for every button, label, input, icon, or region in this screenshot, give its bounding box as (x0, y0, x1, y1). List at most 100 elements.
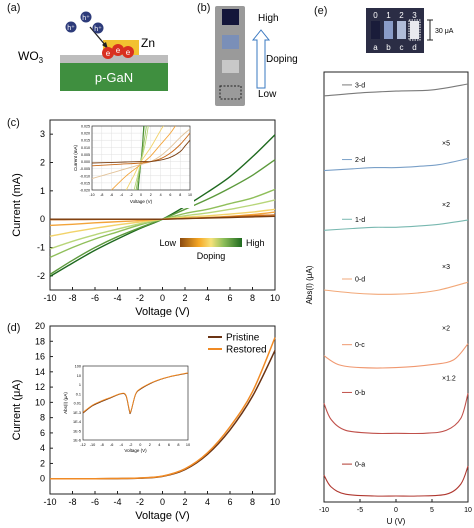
panel-e: (e) -10 -5 0 5 10 U (V) Abs(I) (μA) 3-d 2-d ×5 1-d… (300, 0, 474, 528)
y-axis-label: Current (μA) (11, 380, 23, 441)
inset-y-tick-label: 0.010 (81, 146, 90, 150)
x-tick-label: 0 (160, 497, 165, 507)
x-tick-label: -4 (113, 293, 121, 303)
inset-x-axis-label: Voltage (V) (130, 199, 153, 204)
inset-x-tick-label: -4 (120, 193, 123, 197)
x-tick-label: 8 (250, 497, 255, 507)
x-tick-label: -2 (136, 497, 144, 507)
x-tick-label: -2 (136, 293, 144, 303)
x-axis-label: Voltage (V) (135, 510, 189, 522)
electron-1 (102, 47, 114, 59)
legend-label: Restored (226, 345, 267, 356)
doping-low-label: Low (258, 89, 277, 100)
inset-x-tick-label: 2 (149, 443, 151, 447)
inset-sample (384, 21, 393, 39)
inset-series-line (82, 372, 189, 414)
multiplier-label: ×5 (442, 141, 450, 148)
x-tick-label: -8 (68, 497, 76, 507)
series-label: 0-a (355, 462, 365, 469)
inset-x-tick-label: -6 (110, 443, 113, 447)
y-tick-label: 6 (40, 428, 45, 438)
inset-x-tick-label: 10 (188, 193, 192, 197)
photon-arrow (89, 26, 107, 47)
series-line (323, 83, 469, 97)
wo3-label: WO3 (18, 49, 44, 65)
inset-y-tick-label: 0.025 (81, 125, 90, 129)
x-tick-label: 8 (250, 293, 255, 303)
inset-series-line (91, 139, 191, 164)
inset-y-tick-label: -0.005 (80, 167, 90, 171)
hole-label-2: h⁺ (82, 15, 90, 22)
y-tick-label: 14 (35, 367, 45, 377)
legend-label: Pristine (226, 333, 260, 344)
sample-mid (222, 35, 239, 49)
sample-high (222, 9, 239, 25)
multiplier-label: ×3 (442, 264, 450, 271)
y-tick-label: -2 (37, 271, 45, 281)
sample-blank (219, 85, 242, 100)
y-tick-label: 18 (35, 336, 45, 346)
colorbar-title: Doping (197, 251, 226, 261)
x-tick-label: -10 (319, 507, 329, 514)
panel-label-b: (b) (197, 2, 211, 14)
sample-strip (215, 6, 245, 106)
x-tick-label: 6 (227, 497, 232, 507)
y-tick-label: 20 (35, 321, 45, 331)
device-schematic: h⁺ h⁺ h⁺ e e e Zn WO3 p-GaN (18, 11, 168, 91)
inset-label-top: 3 (412, 11, 417, 20)
y-tick-label: 2 (40, 458, 45, 468)
inset-x-tick-label: -8 (100, 193, 103, 197)
inset-y-tick-label: 100 (75, 365, 81, 369)
x-tick-label: -6 (91, 293, 99, 303)
x-tick-label: 2 (182, 293, 187, 303)
multiplier-label: ×2 (442, 202, 450, 209)
inset-y-tick-label: 1E-3 (73, 411, 81, 415)
inset-x-tick-label: 4 (158, 443, 160, 447)
inset-x-tick-label: 8 (177, 443, 179, 447)
series-label: 1-d (355, 217, 365, 224)
inset-sample (410, 21, 419, 39)
series-line (323, 343, 469, 369)
y-tick-label: 1 (40, 186, 45, 196)
series-line (323, 465, 469, 497)
series-label: 0-b (355, 390, 365, 397)
inset-x-tick-label: 10 (186, 443, 190, 447)
inset-y-axis-label: Current (mA) (73, 145, 78, 172)
inset-sample-highlight (408, 19, 421, 41)
y-axis-label: Current (mA) (11, 173, 23, 237)
inset-y-tick-label: 0.015 (81, 139, 90, 143)
x-tick-label: -5 (357, 507, 363, 514)
inset-label-bottom: a (373, 43, 378, 52)
x-axis-label: Voltage (V) (135, 306, 189, 317)
x-tick-label: 10 (270, 497, 280, 507)
inset-y-tick-label: 0.000 (81, 160, 90, 164)
y-tick-label: 10 (35, 397, 45, 407)
panel-c: (c) -10 -8 -6 -4 -2 0 2 4 6 8 10 -2 -1 0 1 2 3 Voltage (V… (0, 112, 300, 317)
x-tick-label: -6 (91, 497, 99, 507)
electron-label-1: e (106, 49, 111, 58)
p-gan-layer (60, 63, 168, 91)
doping-colorbar (180, 238, 242, 247)
hole-3 (92, 22, 104, 34)
inset-y-tick-label: 0.1 (76, 392, 81, 396)
inset-y-tick-label: 0.01 (74, 402, 81, 406)
series-line (323, 158, 469, 172)
inset-x-axis-label: Voltage (V) (124, 448, 147, 453)
inset-x-tick-label: 0 (139, 443, 141, 447)
inset-x-tick-label: -6 (110, 193, 113, 197)
multiplier-label: ×2 (442, 326, 450, 333)
series-line (49, 208, 276, 237)
y-tick-label: 3 (40, 129, 45, 139)
x-axis-label: U (V) (387, 517, 406, 526)
colorbar-high-label: High (246, 238, 265, 248)
chart-e: -10 -5 0 5 10U (V)Abs(I) (μA)3-d2-d×51-d×20-… (305, 8, 472, 526)
inset-y-tick-label: 1 (79, 383, 81, 387)
sample-low (222, 60, 239, 73)
inset-y-tick-label: 0.020 (81, 132, 90, 136)
zn-label: Zn (141, 36, 155, 50)
hole-label-3: h⁺ (94, 26, 102, 33)
doping-high-label: High (258, 13, 279, 24)
electron-3 (122, 46, 134, 58)
inset-y-tick-label: 1E-6 (73, 439, 81, 443)
